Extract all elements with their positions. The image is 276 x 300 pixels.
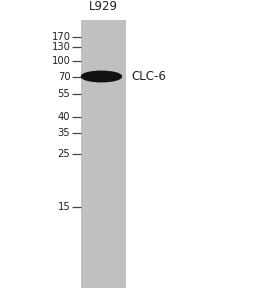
Text: 130: 130 (52, 42, 70, 52)
Text: 55: 55 (58, 89, 70, 100)
Text: 40: 40 (58, 112, 70, 122)
Text: 25: 25 (58, 148, 70, 159)
Ellipse shape (81, 71, 121, 82)
Text: L929: L929 (89, 1, 118, 13)
Text: 100: 100 (52, 56, 70, 66)
Text: 35: 35 (58, 128, 70, 138)
Bar (81, 20, 126, 288)
Text: 15: 15 (58, 202, 70, 212)
Text: CLC-6: CLC-6 (131, 70, 166, 83)
Text: 170: 170 (51, 32, 70, 42)
Text: 70: 70 (58, 71, 70, 82)
